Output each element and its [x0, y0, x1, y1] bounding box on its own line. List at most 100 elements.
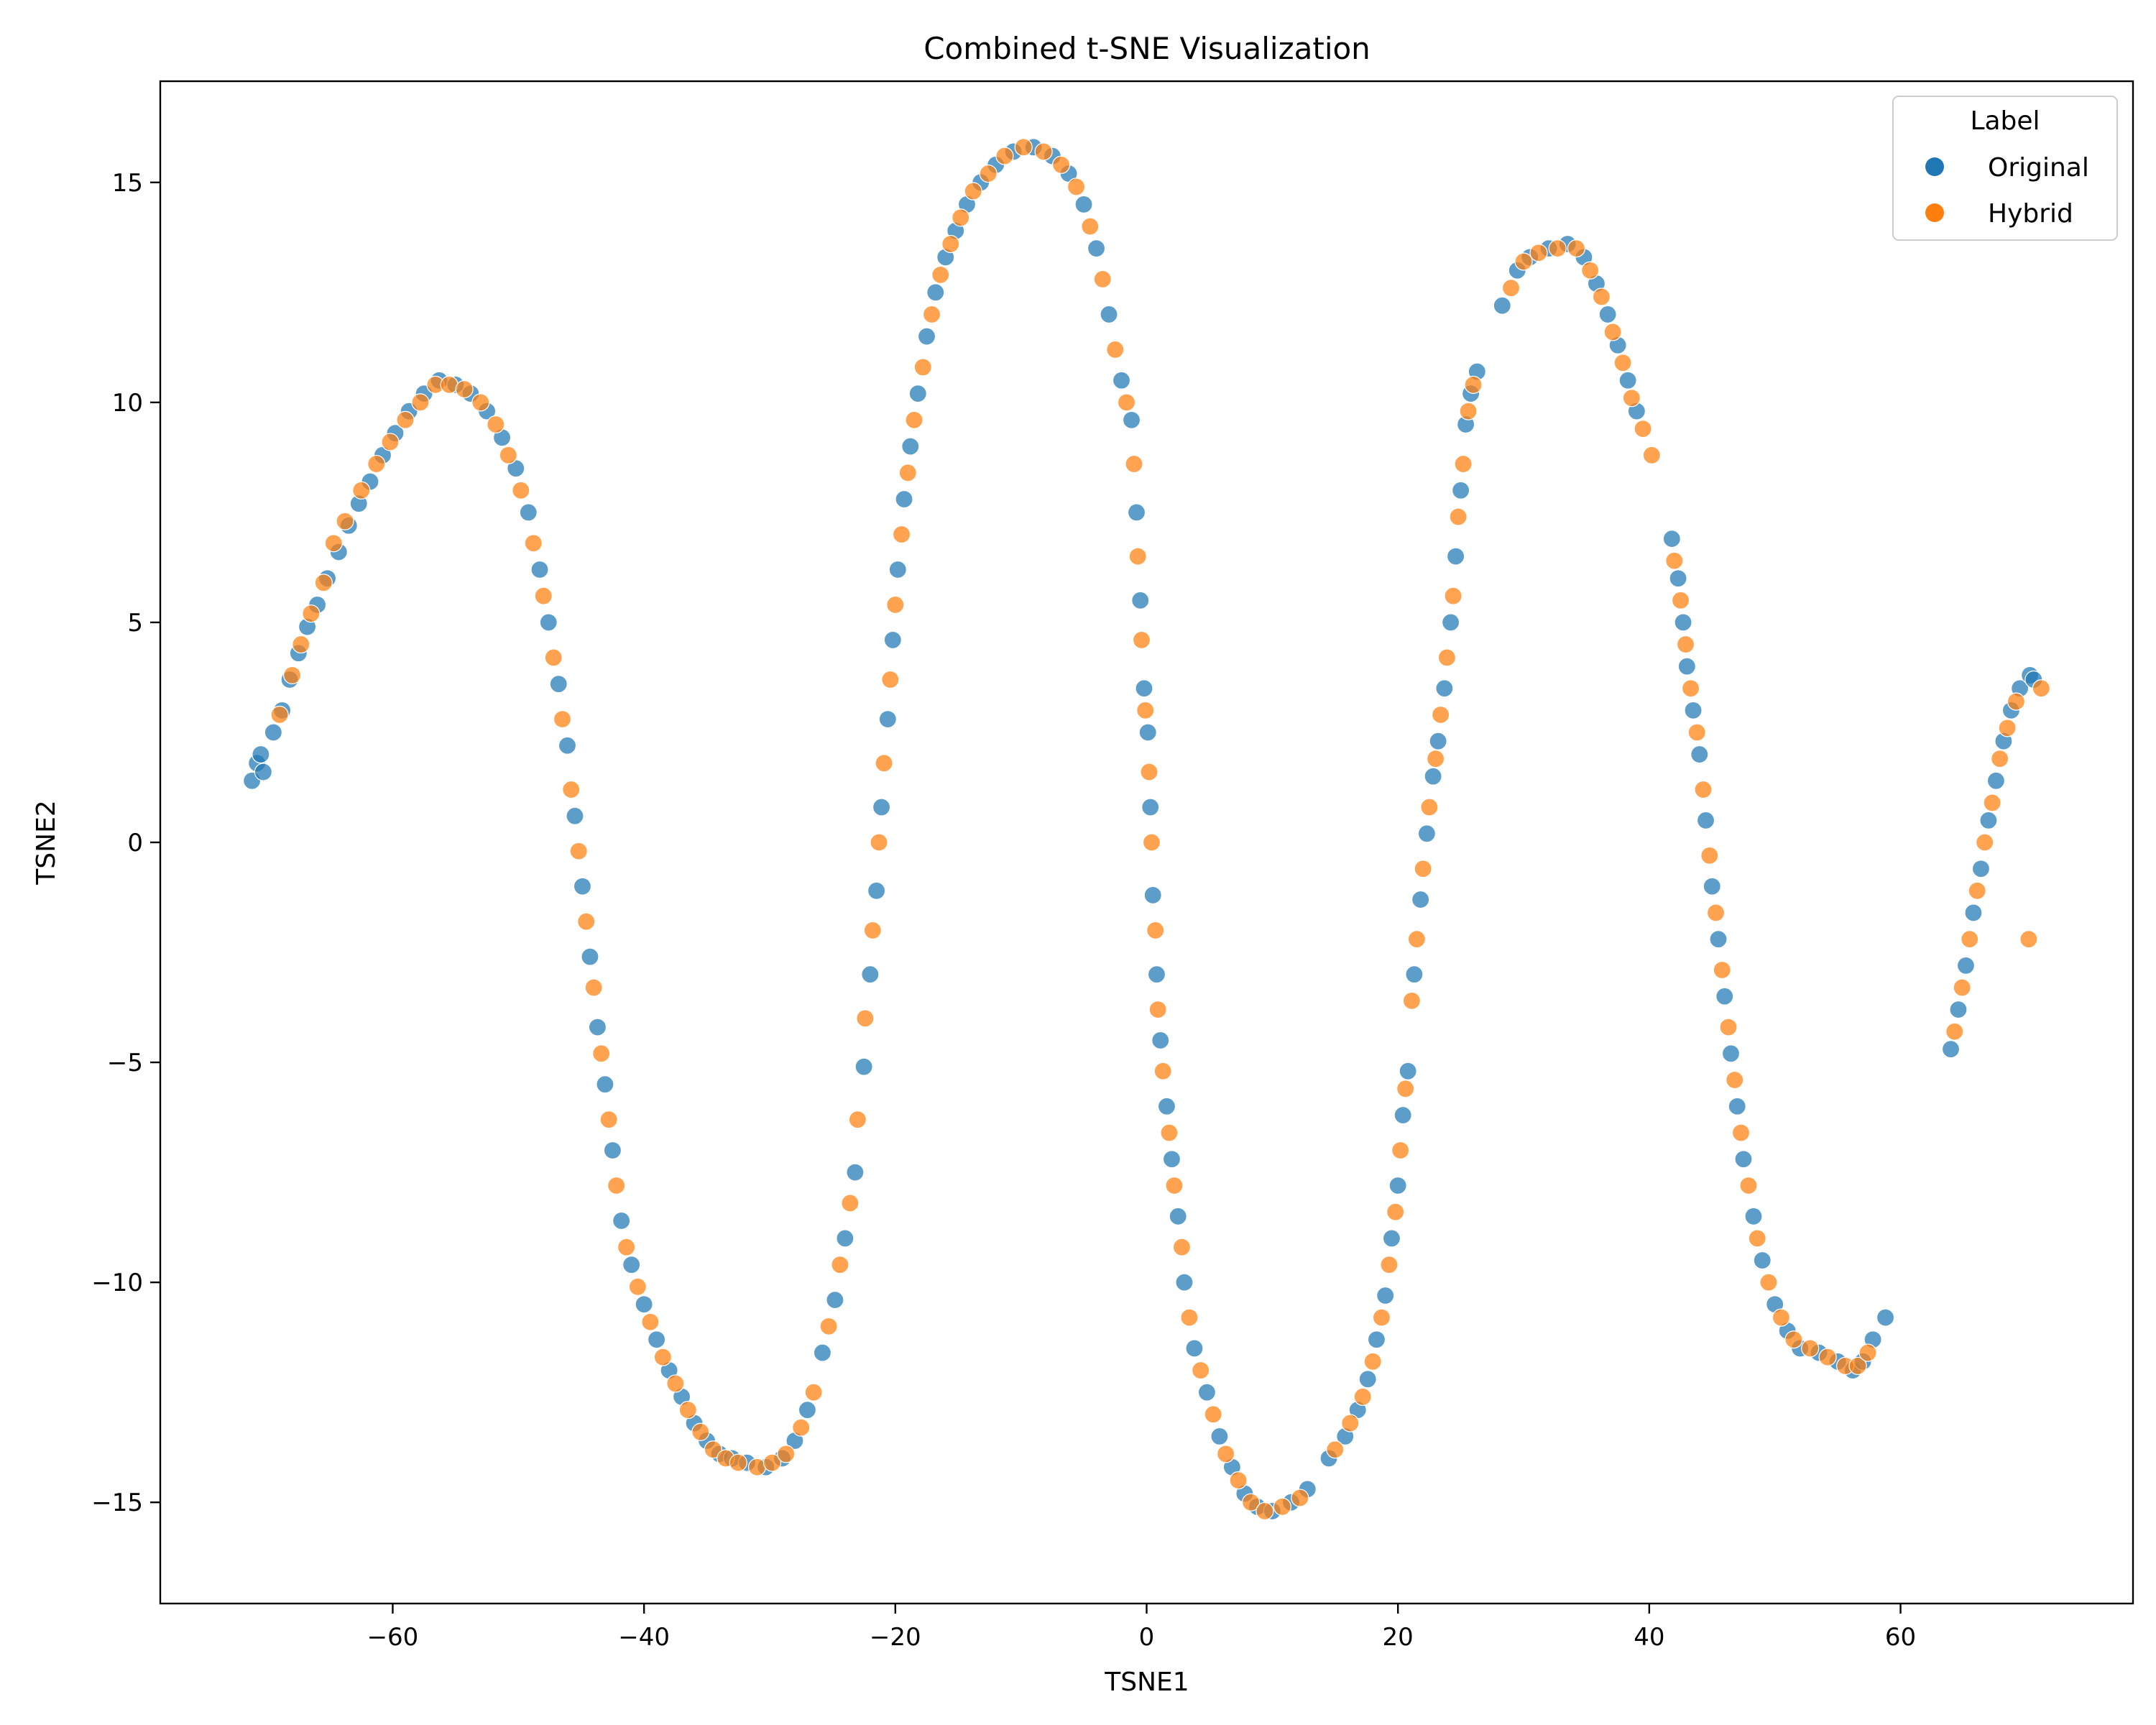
- hybrid-point: [1136, 701, 1155, 719]
- hybrid-point: [1784, 1330, 1803, 1349]
- original-point: [1138, 723, 1157, 742]
- original-point: [1979, 811, 1998, 829]
- y-tick-label: −10: [91, 1269, 143, 1297]
- original-point: [252, 745, 270, 764]
- original-point: [1388, 1176, 1407, 1195]
- hybrid-point: [396, 410, 415, 429]
- hybrid-point: [1748, 1229, 1766, 1248]
- legend-marker-original: [1925, 157, 1944, 176]
- original-point: [1411, 890, 1430, 909]
- original-point: [1696, 811, 1715, 829]
- y-tick-label: 0: [127, 829, 143, 857]
- hybrid-point: [1128, 547, 1147, 566]
- hybrid-point: [1772, 1308, 1791, 1327]
- original-point: [1143, 886, 1162, 905]
- original-point: [264, 723, 282, 742]
- hybrid-point: [841, 1194, 860, 1213]
- hybrid-point: [1567, 239, 1586, 258]
- legend-marker-hybrid: [1925, 203, 1944, 222]
- hybrid-point: [1291, 1489, 1309, 1507]
- x-axis-label: TSNE1: [1104, 1668, 1189, 1697]
- hybrid-point: [1454, 454, 1473, 474]
- hybrid-point: [1140, 763, 1158, 781]
- original-point: [1734, 1150, 1753, 1169]
- hybrid-point: [1273, 1497, 1291, 1516]
- original-point: [635, 1295, 653, 1314]
- series-hybrid: [270, 138, 2050, 1521]
- hybrid-point: [1694, 780, 1713, 799]
- original-point: [549, 675, 568, 694]
- original-point: [1876, 1308, 1895, 1327]
- hybrid-point: [1976, 833, 1994, 852]
- x-axis-ticks: −60 −40 −20 0 20 40 60: [367, 1604, 1916, 1652]
- hybrid-point: [1671, 591, 1690, 610]
- original-point: [895, 489, 913, 509]
- original-point: [1941, 1040, 1961, 1059]
- original-point: [1435, 679, 1454, 698]
- plot-area: [243, 138, 2050, 1521]
- hybrid-point: [2007, 692, 2025, 711]
- original-point: [878, 710, 897, 729]
- hybrid-point: [1706, 903, 1726, 922]
- hybrid-point: [562, 780, 581, 799]
- original-point: [1169, 1207, 1187, 1225]
- original-point: [1147, 965, 1166, 984]
- y-axis-ticks: −15 −10 −5 0 5 10 15: [91, 169, 160, 1517]
- hybrid-point: [1501, 279, 1521, 298]
- original-point: [1669, 569, 1687, 588]
- original-point: [872, 798, 891, 816]
- hybrid-point: [577, 912, 596, 931]
- hybrid-point: [1326, 1440, 1345, 1459]
- hybrid-point: [455, 380, 474, 399]
- original-point: [530, 560, 549, 579]
- original-point: [1175, 1273, 1194, 1292]
- hybrid-point: [628, 1277, 647, 1296]
- original-point: [1405, 965, 1424, 984]
- x-tick-label: −20: [870, 1623, 921, 1652]
- original-point: [1442, 613, 1460, 632]
- original-point: [1618, 371, 1637, 390]
- y-tick-label: −15: [91, 1489, 143, 1517]
- hybrid-point: [1687, 723, 1706, 742]
- hybrid-point: [1991, 750, 2009, 768]
- hybrid-point: [875, 754, 893, 773]
- original-point: [1100, 305, 1118, 324]
- original-point: [1393, 1105, 1412, 1125]
- x-tick-label: 0: [1139, 1623, 1155, 1652]
- hybrid-point: [1353, 1387, 1372, 1406]
- chart-title: Combined t-SNE Visualization: [923, 31, 1370, 66]
- original-point: [1162, 1150, 1181, 1169]
- hybrid-point: [499, 446, 517, 464]
- original-point: [1956, 956, 1976, 975]
- original-point: [539, 613, 558, 632]
- hybrid-point: [1759, 1273, 1778, 1292]
- hybrid-point: [1256, 1501, 1274, 1521]
- hybrid-point: [1719, 1018, 1738, 1036]
- original-point: [581, 947, 599, 966]
- hybrid-point: [863, 921, 882, 940]
- original-point: [1964, 903, 1983, 922]
- original-point: [1151, 1031, 1170, 1050]
- hybrid-point: [381, 433, 400, 451]
- original-point: [1135, 679, 1153, 698]
- hybrid-point: [1414, 860, 1432, 878]
- hybrid-point: [1132, 630, 1151, 650]
- hybrid-point: [1581, 261, 1600, 280]
- hybrid-point: [553, 710, 572, 729]
- hybrid-point: [1420, 798, 1439, 816]
- hybrid-point: [1449, 507, 1468, 526]
- original-point: [1074, 195, 1093, 213]
- legend-box: [1892, 96, 2118, 241]
- hybrid-point: [1014, 138, 1033, 157]
- hybrid-point: [886, 595, 905, 615]
- hybrid-point: [1437, 648, 1456, 667]
- original-point: [1753, 1251, 1772, 1270]
- hybrid-point: [617, 1238, 636, 1256]
- original-point: [826, 1291, 844, 1310]
- hybrid-point: [1432, 705, 1450, 724]
- hybrid-point: [1165, 1176, 1184, 1195]
- original-point: [1376, 1286, 1395, 1305]
- original-point: [1417, 824, 1436, 843]
- original-point: [867, 881, 886, 900]
- original-point: [1131, 591, 1150, 610]
